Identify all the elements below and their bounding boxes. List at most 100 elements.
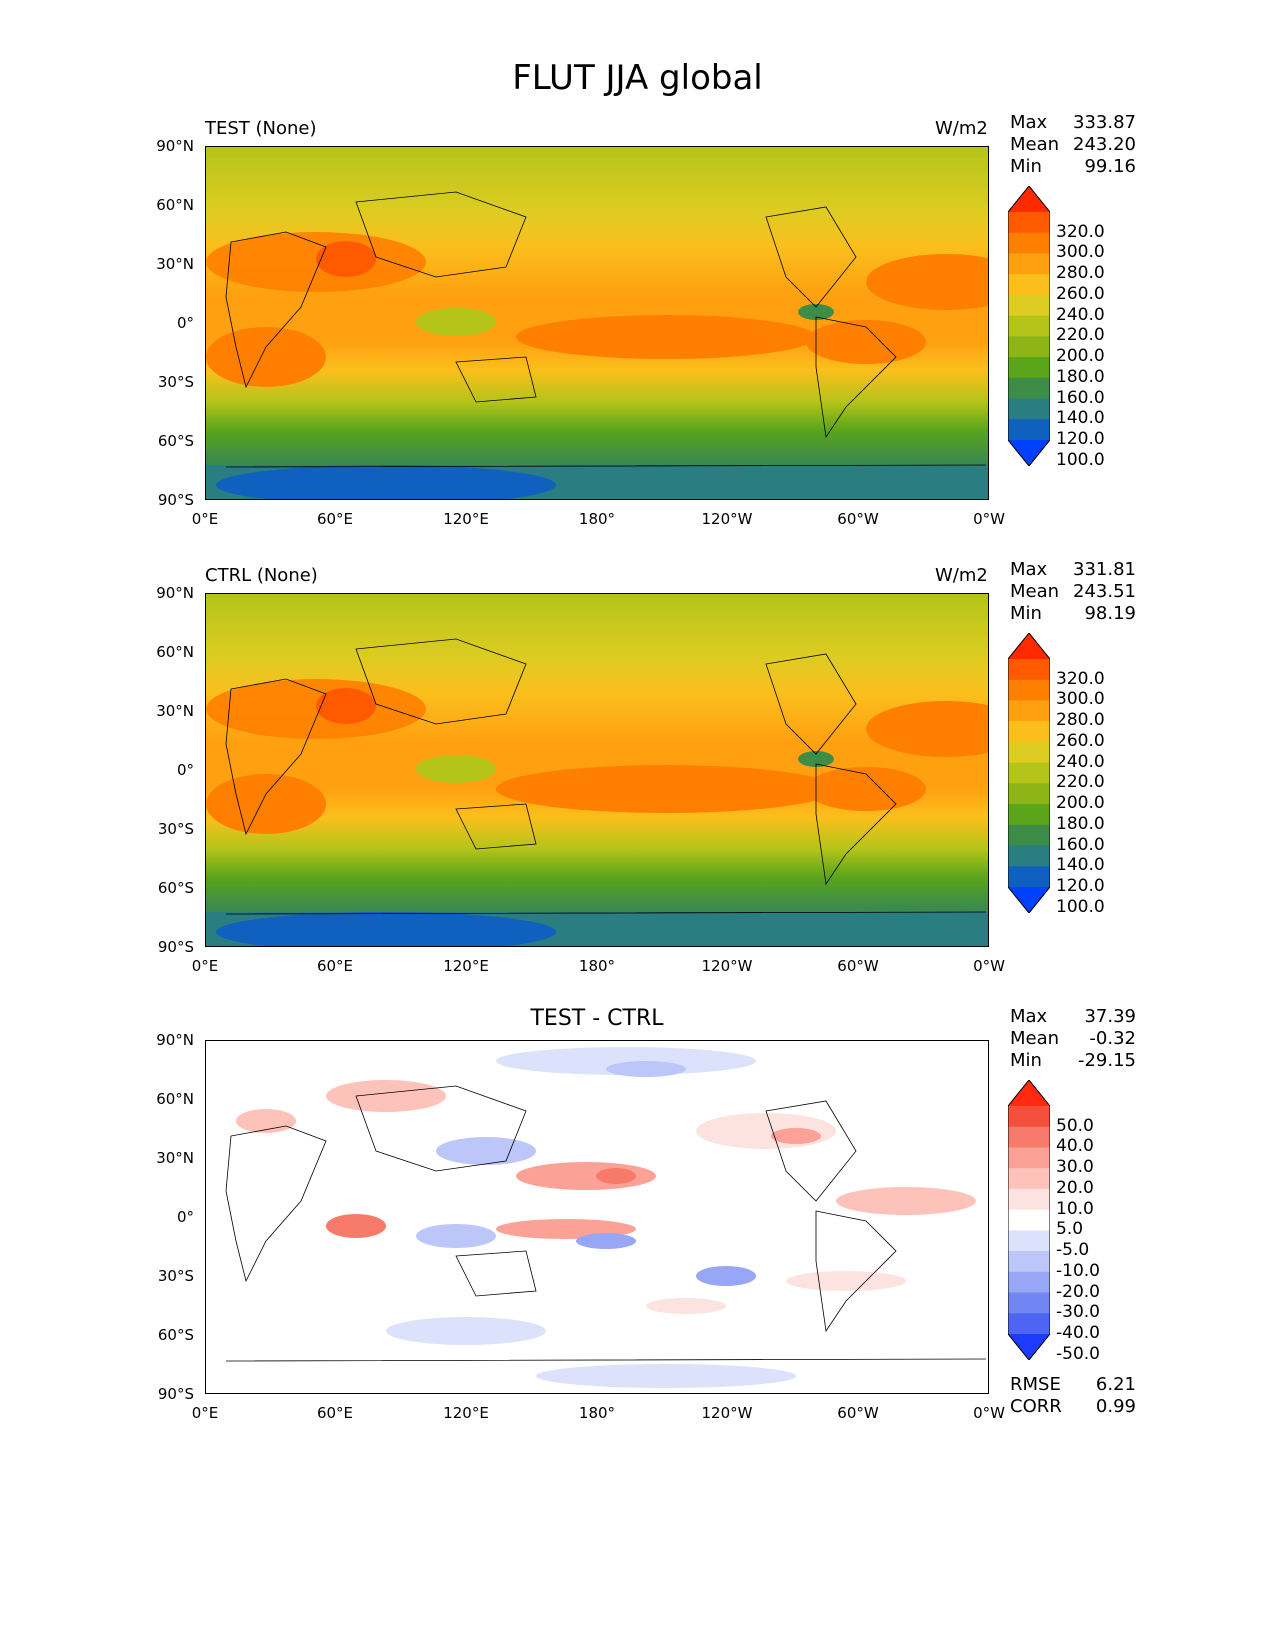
colorbar-segment (1008, 419, 1050, 441)
colorbar-segment (1008, 294, 1050, 317)
colorbar-svg (1007, 185, 1051, 467)
colorbar-segment (1008, 377, 1050, 400)
colorbar-segment (1008, 866, 1050, 888)
lat-tick: 30°N (156, 1149, 194, 1167)
colorbar-tick-label: 20.0 (1056, 1177, 1094, 1198)
lat-tick: 30°S (157, 1267, 194, 1285)
colorbar-tick-label: -50.0 (1056, 1343, 1100, 1364)
colorbar-tick-label: 10.0 (1056, 1198, 1094, 1219)
stat-mean: Mean 243.51 (1010, 581, 1136, 602)
panel-left-title: CTRL (None) (205, 565, 318, 586)
colorbar-segment (1008, 1188, 1050, 1211)
lon-tick: 60°W (837, 510, 879, 528)
lon-tick: 0°W (973, 957, 1005, 975)
lon-tick: 60°E (316, 957, 354, 975)
colorbar-segment (1008, 741, 1050, 764)
colorbar-extend-min (1008, 440, 1050, 466)
colorbar-tick-label: 30.0 (1056, 1157, 1094, 1178)
colorbar-segment (1008, 824, 1050, 847)
colorbar-segment (1008, 804, 1050, 826)
colorbar-extend-min (1008, 1334, 1050, 1360)
lon-tick: 0°E (191, 957, 219, 975)
colorbar-svg (1007, 1079, 1051, 1361)
colorbar-tick-label: 280.0 (1056, 710, 1105, 731)
colorbar-svg (1007, 632, 1051, 914)
colorbar-tick-label: 200.0 (1056, 346, 1105, 367)
lat-tick: 90°N (156, 1031, 194, 1049)
colorbar-segment (1008, 357, 1050, 379)
colorbar-extend-max (1008, 1080, 1050, 1106)
colorbar-segment (1008, 1251, 1050, 1273)
test-field (206, 147, 988, 499)
colorbar-tick-label: 200.0 (1056, 793, 1105, 814)
stat-mean: Mean -0.32 (1010, 1028, 1136, 1049)
colorbar-segment (1008, 232, 1050, 254)
colorbar-segment (1008, 721, 1050, 743)
lon-tick: 0°E (191, 1404, 219, 1422)
colorbar-segment (1008, 659, 1050, 681)
colorbar-segment (1008, 762, 1050, 784)
lon-tick: 0°E (191, 510, 219, 528)
lon-tick: 60°E (316, 510, 354, 528)
stat-rmse: RMSE 6.21 (1010, 1374, 1136, 1395)
colorbar-tick-label: -20.0 (1056, 1281, 1100, 1302)
lat-tick: 60°S (157, 879, 194, 897)
lat-tick: 90°S (157, 491, 194, 509)
test-map (205, 146, 989, 500)
stats-box: Max 333.87 Mean 243.20 Min 99.16 (1010, 112, 1136, 178)
error-stats-box: RMSE 6.21 CORR 0.99 (1010, 1374, 1136, 1418)
colorbar-segment (1008, 679, 1050, 701)
lat-tick: 60°N (156, 643, 194, 661)
stat-mean: Mean 243.20 (1010, 134, 1136, 155)
colorbar-tick-label: 220.0 (1056, 772, 1105, 793)
colorbar-tick-label: -5.0 (1056, 1240, 1090, 1261)
colorbar-segment (1008, 274, 1050, 296)
lon-tick: 180° (578, 957, 616, 975)
lat-tick: 60°N (156, 1090, 194, 1108)
colorbar-segment (1008, 783, 1050, 805)
stat-min: Min 98.19 (1010, 603, 1136, 624)
stat-max: Max 331.81 (1010, 559, 1136, 580)
lat-tick: 0° (176, 314, 194, 332)
colorbar-tick-label: 180.0 (1056, 366, 1105, 387)
lon-tick: 120°E (443, 510, 489, 528)
colorbar-extend-min (1008, 887, 1050, 913)
lat-tick: 60°S (157, 432, 194, 450)
lat-tick: 30°S (157, 373, 194, 391)
stats-box: Max 37.39 Mean -0.32 Min -29.15 (1010, 1006, 1136, 1072)
colorbar-tick-label: 300.0 (1056, 689, 1105, 710)
colorbar-tick-label: 100.0 (1056, 896, 1105, 917)
colorbar: 50.0 40.0 30.0 20.0 10.0 5.0 -5.0 -10.0 -20.0 -30… (1007, 1079, 1100, 1364)
colorbar-tick-label: 140.0 (1056, 855, 1105, 876)
diff-map (205, 1040, 989, 1394)
colorbar-tick-label: 280.0 (1056, 263, 1105, 284)
lon-tick: 60°W (837, 1404, 879, 1422)
lat-tick: 30°N (156, 702, 194, 720)
colorbar-tick-label: 220.0 (1056, 325, 1105, 346)
ctrl-map (205, 593, 989, 947)
colorbar-segment (1008, 315, 1050, 337)
colorbar-tick-label: 320.0 (1056, 668, 1105, 689)
colorbar-tick-label: 5.0 (1056, 1219, 1084, 1240)
lon-tick: 120°W (701, 510, 753, 528)
colorbar-tick-label: 320.0 (1056, 221, 1105, 242)
colorbar: 320.0 300.0 280.0 260.0 240.0 220.0 200.0 180.0… (1007, 632, 1105, 917)
stats-box: Max 331.81 Mean 243.51 Min 98.19 (1010, 559, 1136, 625)
lon-tick: 120°E (443, 957, 489, 975)
colorbar: 320.0 300.0 280.0 260.0 240.0 220.0 200.0 180.0… (1007, 185, 1105, 470)
colorbar-extend-max (1008, 633, 1050, 659)
colorbar-segment (1008, 336, 1050, 358)
lat-tick: 90°N (156, 137, 194, 155)
colorbar-tick-label: 260.0 (1056, 730, 1105, 751)
panel-center-title: TEST - CTRL (530, 1006, 664, 1031)
lat-tick: 30°N (156, 255, 194, 273)
lon-tick: 120°W (701, 957, 753, 975)
colorbar-tick-label: 260.0 (1056, 283, 1105, 304)
colorbar-tick-label: 40.0 (1056, 1136, 1094, 1157)
colorbar-segment (1008, 1147, 1050, 1169)
colorbar-segment (1008, 253, 1050, 275)
lat-tick: 90°N (156, 584, 194, 602)
colorbar-segment (1008, 398, 1050, 420)
lon-tick: 0°W (973, 510, 1005, 528)
colorbar-segment (1008, 845, 1050, 867)
